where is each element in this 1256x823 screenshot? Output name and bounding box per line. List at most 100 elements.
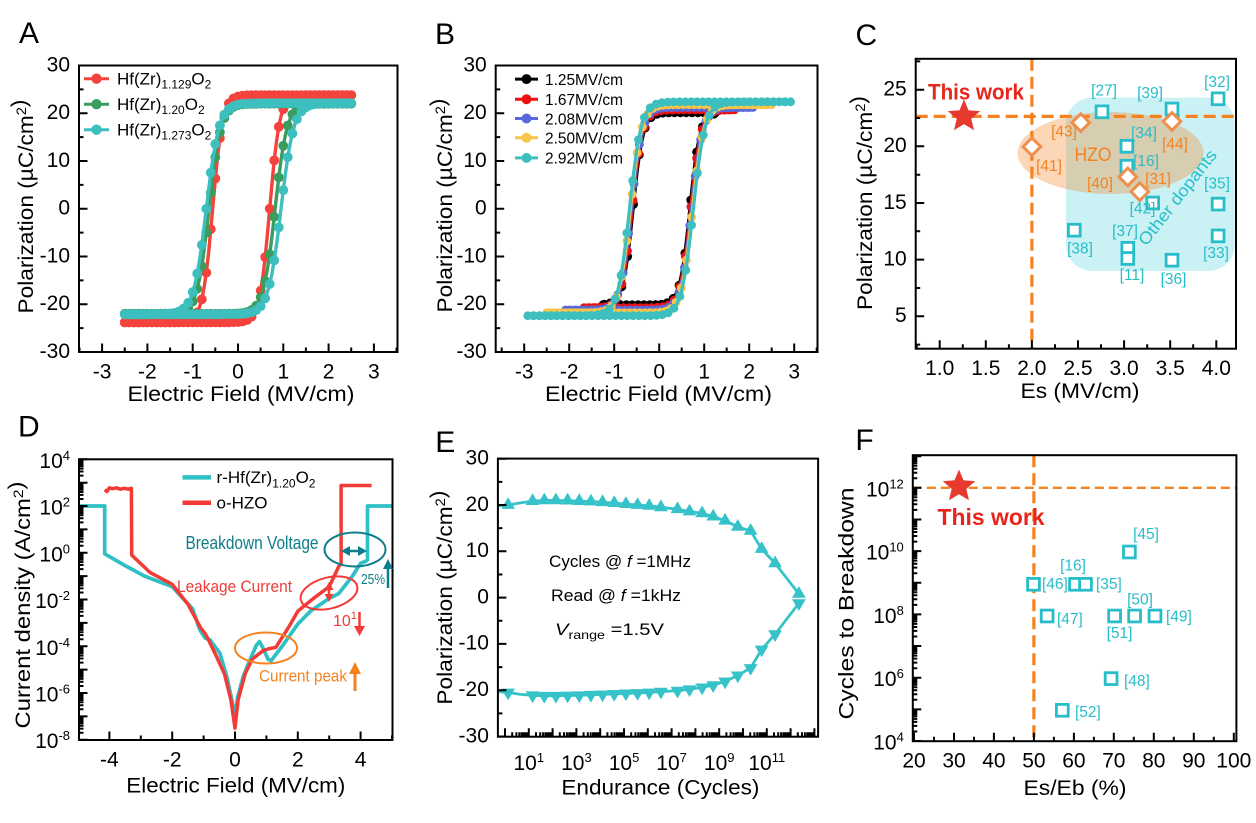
svg-text:1.67MV/cm: 1.67MV/cm	[545, 92, 623, 109]
svg-text:-20: -20	[40, 292, 70, 315]
svg-text:F: F	[855, 424, 873, 457]
svg-text:2.0: 2.0	[1017, 357, 1046, 380]
svg-text:80: 80	[1142, 750, 1165, 773]
svg-text:30: 30	[942, 750, 965, 773]
svg-text:[41]: [41]	[1036, 158, 1062, 175]
svg-text:o-HZO: o-HZO	[217, 494, 268, 513]
svg-text:D: D	[18, 411, 40, 444]
svg-text:20: 20	[902, 750, 925, 773]
svg-text:Leakage Current: Leakage Current	[177, 577, 292, 596]
svg-text:0: 0	[232, 361, 244, 384]
svg-text:10: 10	[47, 149, 70, 172]
svg-text:20: 20	[883, 134, 906, 157]
svg-text:2: 2	[292, 749, 304, 772]
svg-text:[37]: [37]	[1112, 223, 1138, 240]
svg-text:20: 20	[466, 493, 489, 516]
svg-text:1.5: 1.5	[971, 357, 1000, 380]
svg-text:25%: 25%	[361, 571, 385, 588]
svg-text:10: 10	[466, 539, 489, 562]
svg-text:1.0: 1.0	[925, 357, 954, 380]
svg-text:[32]: [32]	[1204, 74, 1230, 91]
svg-text:Cycles @ f =1MHz: Cycles @ f =1MHz	[549, 552, 691, 571]
svg-text:HZO: HZO	[1075, 145, 1112, 166]
svg-text:C: C	[856, 19, 878, 52]
svg-text:-30: -30	[456, 340, 486, 363]
svg-text:[49]: [49]	[1166, 609, 1192, 626]
svg-text:-20: -20	[456, 292, 486, 315]
svg-text:Hf(Zr)1.20O2: Hf(Zr)1.20O2	[117, 95, 205, 117]
svg-text:30: 30	[47, 53, 70, 76]
svg-text:0: 0	[475, 197, 487, 220]
svg-text:40: 40	[982, 750, 1005, 773]
svg-text:B: B	[435, 18, 455, 51]
svg-text:10: 10	[463, 149, 486, 172]
svg-text:3: 3	[368, 361, 380, 384]
svg-text:[50]: [50]	[1127, 592, 1153, 609]
svg-text:This work: This work	[938, 504, 1045, 530]
svg-text:2: 2	[323, 361, 335, 384]
svg-text:[40]: [40]	[1087, 176, 1113, 193]
svg-text:2.50MV/cm: 2.50MV/cm	[545, 131, 623, 148]
svg-text:-3: -3	[515, 361, 534, 384]
svg-text:r-Hf(Zr)1.20O2: r-Hf(Zr)1.20O2	[217, 468, 316, 490]
svg-text:5: 5	[895, 304, 907, 327]
svg-text:10-6: 10-6	[35, 682, 70, 707]
svg-text:3.0: 3.0	[1109, 357, 1138, 380]
svg-text:Electric Field (MV/cm): Electric Field (MV/cm)	[128, 382, 355, 406]
svg-text:60: 60	[1062, 750, 1085, 773]
svg-text:0: 0	[58, 197, 70, 220]
svg-text:[42]: [42]	[1130, 201, 1156, 218]
svg-text:-3: -3	[93, 361, 112, 384]
svg-text:[27]: [27]	[1091, 83, 1117, 100]
svg-text:1: 1	[277, 361, 289, 384]
svg-text:4: 4	[355, 749, 367, 772]
svg-text:2: 2	[743, 361, 755, 384]
svg-text:-10: -10	[459, 632, 489, 655]
svg-text:[52]: [52]	[1075, 704, 1101, 721]
svg-text:Endurance (Cycles): Endurance (Cycles)	[561, 776, 759, 800]
svg-text:[16]: [16]	[1133, 153, 1159, 170]
svg-text:Es (MV/cm): Es (MV/cm)	[1021, 379, 1140, 403]
svg-text:30: 30	[463, 53, 486, 76]
svg-text:[44]: [44]	[1162, 136, 1188, 153]
svg-text:[33]: [33]	[1203, 245, 1229, 262]
svg-text:[34]: [34]	[1131, 125, 1157, 142]
svg-text:E: E	[435, 426, 455, 459]
svg-text:15: 15	[883, 191, 906, 214]
svg-text:[48]: [48]	[1124, 673, 1150, 690]
svg-text:[45]: [45]	[1133, 526, 1159, 543]
svg-text:3: 3	[788, 361, 800, 384]
svg-text:-2: -2	[138, 361, 157, 384]
svg-text:-1: -1	[605, 361, 624, 384]
svg-text:[51]: [51]	[1107, 625, 1133, 642]
svg-text:[46]: [46]	[1042, 576, 1068, 593]
svg-text:[39]: [39]	[1137, 85, 1163, 102]
svg-text:Current peak: Current peak	[259, 667, 347, 686]
svg-text:2.92MV/cm: 2.92MV/cm	[545, 151, 623, 168]
svg-text:-30: -30	[40, 340, 70, 363]
svg-text:-30: -30	[459, 724, 489, 747]
svg-text:[35]: [35]	[1096, 576, 1122, 593]
svg-text:25: 25	[883, 78, 906, 101]
svg-text:0: 0	[477, 585, 489, 608]
svg-text:[11]: [11]	[1120, 267, 1145, 284]
svg-text:[38]: [38]	[1067, 241, 1093, 258]
svg-text:0: 0	[653, 361, 665, 384]
svg-text:Electric Field (MV/cm): Electric Field (MV/cm)	[545, 382, 772, 406]
svg-text:4.0: 4.0	[1202, 357, 1231, 380]
svg-text:[36]: [36]	[1161, 271, 1187, 288]
svg-text:-2: -2	[163, 749, 182, 772]
svg-text:-10: -10	[456, 244, 486, 267]
svg-text:2.08MV/cm: 2.08MV/cm	[545, 111, 623, 128]
svg-text:30: 30	[466, 447, 489, 470]
svg-text:1.25MV/cm: 1.25MV/cm	[545, 72, 623, 89]
svg-text:20: 20	[47, 101, 70, 124]
svg-text:Electric Field (MV/cm): Electric Field (MV/cm)	[126, 773, 345, 797]
svg-text:Read @ f =1kHz: Read @ f =1kHz	[551, 586, 681, 605]
svg-text:20: 20	[463, 101, 486, 124]
svg-text:90: 90	[1182, 750, 1205, 773]
svg-text:A: A	[19, 17, 39, 50]
svg-text:Cycles to Breakdown: Cycles to Breakdown	[835, 488, 859, 720]
svg-text:70: 70	[1102, 750, 1125, 773]
svg-text:0: 0	[229, 749, 241, 772]
